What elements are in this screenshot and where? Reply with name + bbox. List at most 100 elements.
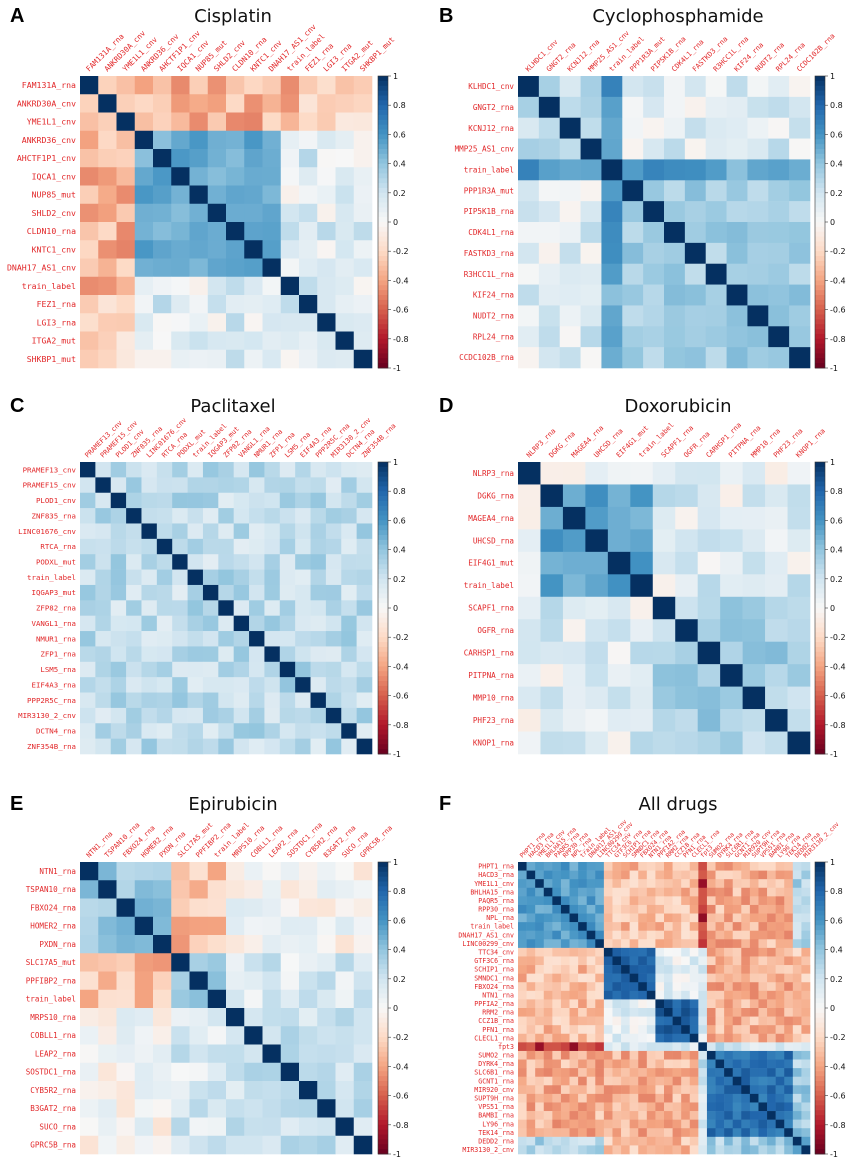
heatmap-cell: [518, 1059, 527, 1069]
heatmap-cell: [353, 953, 373, 972]
colorbar-step: [815, 969, 825, 975]
colorbar-step: [815, 329, 825, 335]
heatmap-cell: [612, 1016, 622, 1026]
heatmap-cell: [560, 913, 570, 923]
heatmap-cell: [244, 916, 263, 936]
row-label: PHPT1_rna: [478, 863, 514, 871]
heatmap-cell: [792, 896, 802, 906]
heatmap-cell: [655, 1111, 665, 1120]
heatmap-cell: [749, 1136, 759, 1146]
heatmap-cell: [801, 947, 811, 957]
colorbar-step: [378, 1081, 388, 1087]
heatmap-cell: [578, 1093, 588, 1103]
heatmap-cell: [535, 1050, 545, 1060]
heatmap-cell: [715, 1059, 725, 1069]
colorbar-step: [815, 715, 825, 721]
heatmap-cell: [171, 880, 190, 899]
heatmap-cell: [226, 349, 245, 369]
colorbar-step: [815, 1134, 825, 1140]
heatmap-cell: [95, 538, 112, 555]
heatmap-cell: [664, 1016, 673, 1026]
heatmap-cell: [95, 692, 112, 709]
colorbar-step: [815, 1124, 825, 1131]
heatmap-cell: [684, 159, 707, 181]
heatmap-cell: [643, 201, 665, 223]
heatmap-cell: [279, 584, 296, 601]
heatmap-cell: [638, 1085, 648, 1095]
colorbar-step: [378, 685, 388, 692]
heatmap-cell: [95, 738, 112, 755]
heatmap-cell: [638, 990, 648, 1000]
heatmap-cell: [518, 1102, 527, 1112]
colorbar-tick-label: -0.6: [830, 1092, 846, 1101]
heatmap-cell: [612, 904, 622, 914]
colorbar-tick-label: -0.2: [830, 1033, 846, 1042]
heatmap-cell: [207, 76, 227, 95]
heatmap-cell: [646, 973, 656, 983]
heatmap-cell: [801, 887, 811, 897]
heatmap-cell: [775, 1008, 785, 1017]
heatmap-cell: [652, 596, 676, 620]
heatmap-cell: [585, 506, 609, 530]
heatmap-cell: [156, 723, 173, 739]
heatmap-cell: [559, 76, 581, 98]
heatmap-cell: [264, 477, 281, 494]
heatmap-cell: [560, 939, 570, 949]
heatmap-cell: [244, 240, 263, 259]
heatmap-cell: [171, 1081, 190, 1100]
heatmap-cell: [741, 1136, 751, 1146]
heatmap-cell: [742, 462, 766, 485]
heatmap-cell: [552, 973, 562, 983]
heatmap-cell: [655, 896, 665, 906]
heatmap-cell: [706, 1033, 716, 1043]
heatmap-cell: [698, 870, 708, 880]
heatmap-cell: [299, 313, 318, 332]
heatmap-cell: [601, 284, 623, 306]
heatmap-cell: [202, 477, 219, 494]
heatmap-cell: [134, 862, 154, 881]
heatmap-cell: [578, 1085, 588, 1095]
heatmap-cell: [765, 686, 788, 710]
heatmap-cell: [310, 615, 327, 632]
heatmap-cell: [80, 677, 96, 693]
heatmap-cell: [244, 1135, 263, 1155]
heatmap-cell: [664, 913, 673, 923]
heatmap-cell: [705, 159, 727, 181]
heatmap-cell: [317, 953, 336, 972]
colorbar-step: [378, 309, 388, 315]
heatmap-cell: [741, 1033, 751, 1043]
colorbar-tick-label: -1: [393, 750, 401, 759]
heatmap-cell: [801, 1008, 811, 1017]
colorbar-tick-label: 0.4: [830, 946, 843, 955]
heatmap-cell: [156, 569, 173, 586]
heatmap-cell: [518, 990, 527, 1000]
heatmap-cell: [689, 1059, 699, 1069]
heatmap-cell: [586, 1008, 596, 1017]
heatmap-cell: [724, 990, 734, 1000]
heatmap-cell: [356, 692, 373, 709]
heatmap-cell: [732, 1059, 742, 1069]
heatmap-cell: [621, 947, 630, 957]
heatmap-cell: [560, 1093, 570, 1103]
heatmap-cell: [715, 1033, 725, 1043]
heatmap-cell: [98, 916, 117, 936]
heatmap-cell: [607, 506, 631, 530]
colorbar-step: [378, 144, 388, 150]
heatmap-cell: [787, 619, 811, 642]
heatmap-cell: [784, 1050, 794, 1060]
heatmap-cell: [724, 913, 734, 923]
heatmap-cell: [706, 862, 716, 871]
heatmap-cell: [98, 130, 117, 150]
heatmap-cell: [580, 347, 602, 369]
heatmap-cell: [646, 1025, 656, 1035]
heatmap-cell: [630, 462, 654, 485]
heatmap-cell: [279, 738, 296, 755]
heatmap-cell: [767, 862, 776, 871]
heatmap-cell: [801, 1068, 811, 1078]
heatmap-cell: [742, 686, 766, 710]
heatmap-cell: [630, 529, 654, 553]
heatmap-cell: [279, 538, 296, 555]
colorbar-step: [378, 265, 388, 272]
heatmap-cell: [724, 1136, 734, 1146]
heatmap-cell: [535, 1102, 545, 1112]
